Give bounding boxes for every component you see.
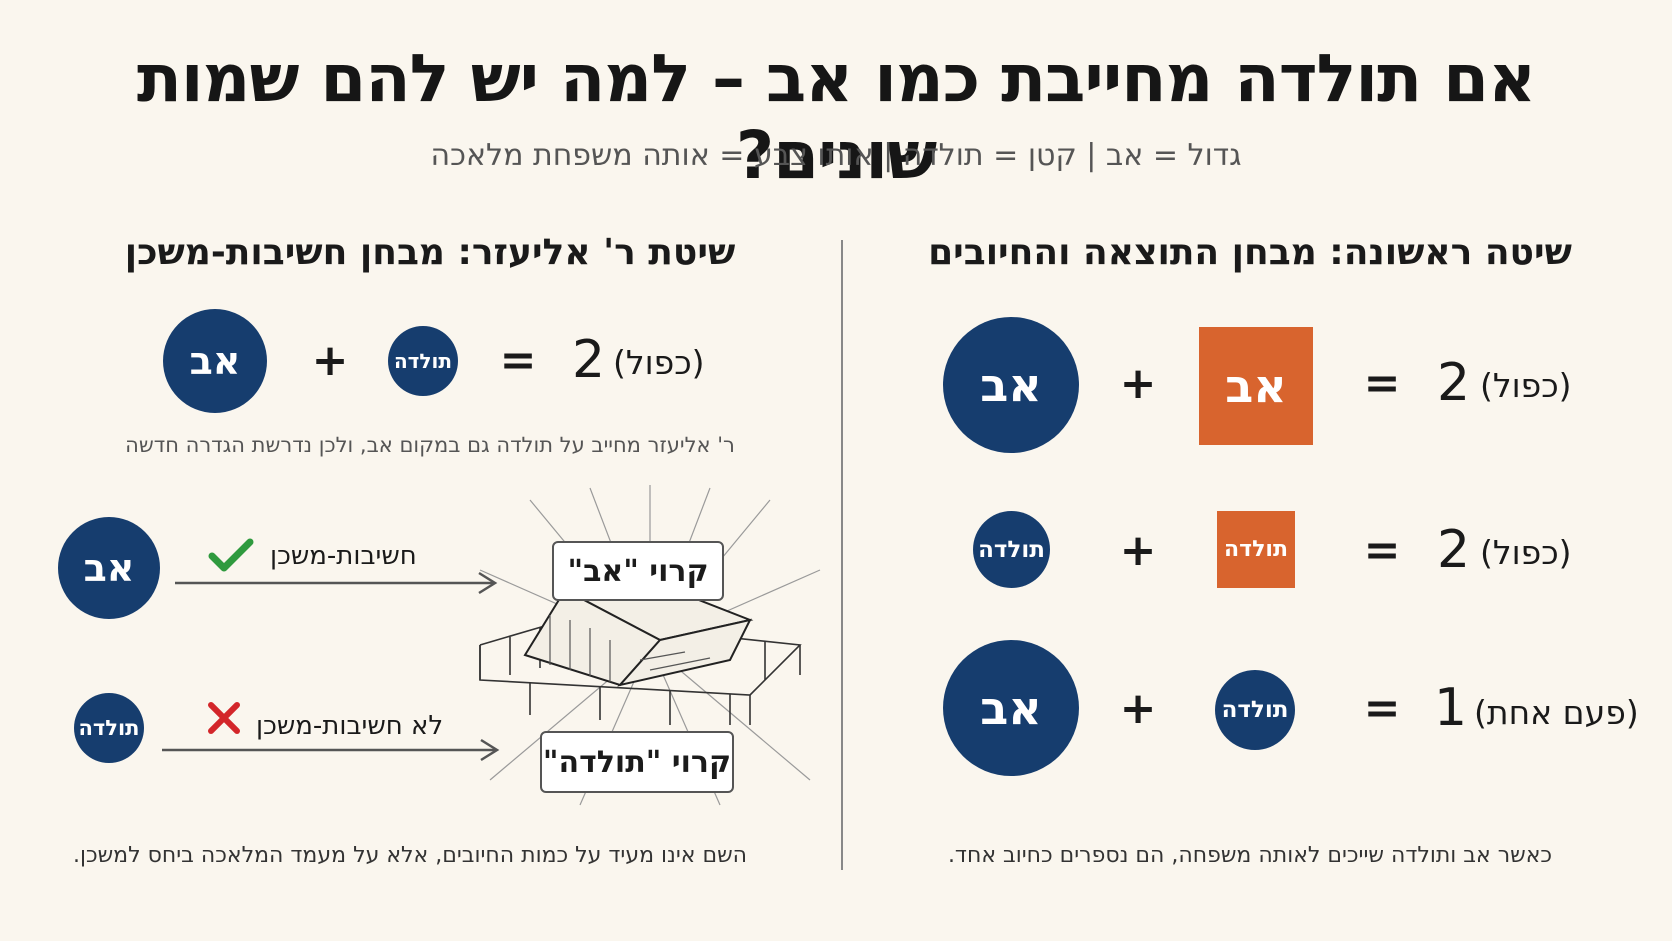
result-note: (פעם אחת) (1474, 693, 1639, 732)
equals-sign: = (1363, 525, 1401, 576)
av-circle-large: אב (943, 640, 1079, 776)
toldah-square-orange: תולדה (1217, 511, 1295, 588)
plus-sign: + (1119, 358, 1157, 409)
result-note: (כפול) (1480, 533, 1572, 572)
result-number: 2 (1437, 520, 1471, 580)
av-circle-large: אב (943, 317, 1079, 453)
not-importance-label: לא חשיבות-משכן (256, 711, 444, 741)
page-title: אם תולדה מחייבת כמו אב – למה יש להם שמות… (136, 40, 1536, 194)
page-subtitle: גדול = אב | קטן = תולדה | אותו צבע = אות… (430, 138, 1242, 173)
left-sub-caption: ר' אליעזר מחייב על תולדה גם במקום אב, ול… (125, 433, 735, 457)
plus-sign: + (311, 335, 349, 386)
result-number: 2 (1437, 353, 1471, 413)
importance-label: חשיבות-משכן (270, 541, 417, 571)
right-caption: כאשר אב ותולדה שייכים לאותה משפחה, הם נס… (947, 843, 1553, 868)
left-heading: שיטת ר' אליעזר: מבחן חשיבות-משכן (124, 232, 736, 273)
result-note: (כפול) (613, 343, 705, 382)
result-number: 1 (1434, 678, 1468, 738)
arrow-right-icon (162, 738, 500, 762)
plus-sign: + (1119, 683, 1157, 734)
toldah-circle: תולדה (74, 693, 144, 763)
column-divider (841, 240, 843, 870)
av-circle: אב (163, 309, 267, 413)
result-note: (כפול) (1480, 366, 1572, 405)
toldah-circle: תולדה (388, 326, 458, 396)
called-toldah-box: קרוי "תולדה" (540, 731, 734, 793)
right-heading: שיטה ראשונה: מבחן התוצאה והחיובים (928, 232, 1572, 273)
equals-sign: = (499, 335, 537, 386)
equals-sign: = (1363, 683, 1401, 734)
left-caption: השם אינו מעיד על כמות החיובים, אלא על מע… (72, 843, 748, 868)
called-av-box: קרוי "אב" (552, 541, 724, 601)
av-square-orange: אב (1199, 327, 1313, 445)
toldah-circle-small: תולדה (1215, 670, 1295, 750)
result-number: 2 (572, 330, 606, 390)
plus-sign: + (1119, 525, 1157, 576)
cross-icon (208, 702, 240, 734)
equals-sign: = (1363, 358, 1401, 409)
tent-folds (549, 615, 711, 682)
check-icon (208, 538, 254, 572)
toldah-circle-small: תולדה (973, 511, 1050, 588)
arrow-right-icon (175, 571, 498, 595)
av-circle: אב (58, 517, 160, 619)
